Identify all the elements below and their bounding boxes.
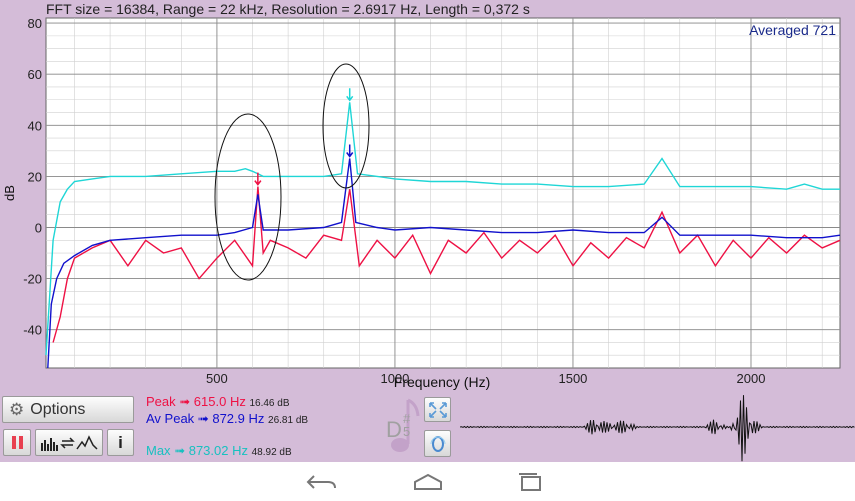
- nav-home-button[interactable]: [408, 468, 448, 496]
- peak-level: 16.46 dB: [249, 398, 290, 409]
- peak-markers: [254, 88, 354, 186]
- avpeak-label: Av Peak: [146, 411, 195, 426]
- music-note-icon: [391, 398, 420, 452]
- nav-back-button[interactable]: [301, 468, 341, 496]
- avpeak-marker: [346, 144, 354, 158]
- max-level: 48.92 dB: [251, 447, 292, 458]
- x-tick-label: 1500: [558, 371, 587, 386]
- x-tick-label: 2000: [737, 371, 766, 386]
- app-window: FFT size = 16384, Range = 22 kHz, Resolu…: [0, 0, 855, 462]
- peak-readout: Peak ➟ 615.0 Hz 16.46 dB: [146, 394, 290, 410]
- home-icon: [414, 473, 442, 490]
- gear-icon: ⚙: [9, 399, 25, 419]
- max-frequency: 873.02 Hz: [188, 443, 248, 458]
- recents-icon: [519, 473, 541, 491]
- y-tick-label: -20: [23, 272, 42, 287]
- fft-info-text: FFT size = 16384, Range = 22 kHz, Resolu…: [46, 1, 530, 17]
- x-tick-label: 500: [206, 371, 228, 386]
- avpeak-frequency: 872.9 Hz: [212, 411, 265, 426]
- series-line-peak: [52, 186, 841, 343]
- info-icon: i: [118, 432, 123, 452]
- spectrum-plot[interactable]: 80 60 40 20 0 -20 -40 500 1000 1500 2000 Averaged…: [0, 0, 855, 462]
- y-tick-label: 40: [28, 118, 42, 133]
- y-tick-label: -40: [23, 323, 42, 338]
- zoom-fit-icon: [428, 401, 447, 418]
- annotation-circles: [214, 63, 370, 281]
- averaged-label: Averaged 721: [749, 22, 836, 38]
- x-axis-label: Frequency (Hz): [394, 374, 490, 390]
- avpeak-readout: Av Peak ➟ 872.9 Hz 26.81 dB: [146, 411, 308, 427]
- y-axis-label: dB: [2, 185, 17, 201]
- series-layer: [45, 102, 841, 369]
- note-accidental: #: [403, 411, 411, 426]
- note-indicator: D # 5: [386, 396, 426, 458]
- nav-recents-button[interactable]: [510, 468, 550, 496]
- zoom-fit-button[interactable]: [424, 397, 451, 422]
- display-mode-button[interactable]: [35, 429, 103, 456]
- x-tick-labels: 500 1000 1500 2000: [206, 371, 765, 386]
- options-button[interactable]: ⚙ Options: [2, 396, 134, 423]
- avpeak-annotation-circle: [322, 63, 370, 189]
- pause-button[interactable]: [3, 429, 31, 456]
- reset-zero-icon: [430, 435, 445, 452]
- peak-frequency: 615.0 Hz: [193, 394, 246, 409]
- max-readout: Max ➟ 873.02 Hz 48.92 dB: [146, 443, 292, 459]
- back-icon: [306, 475, 336, 489]
- peak-annotation-circle: [214, 113, 282, 281]
- system-nav-bar: [0, 462, 855, 501]
- y-tick-label: 80: [28, 16, 42, 31]
- waveform-display: [460, 395, 855, 462]
- series-line-average: [47, 158, 841, 369]
- plot-area[interactable]: [45, 17, 841, 369]
- options-label: Options: [30, 400, 86, 418]
- peak-label: Peak: [146, 394, 176, 409]
- grid-major: [46, 18, 840, 368]
- info-button[interactable]: i: [107, 429, 134, 456]
- arrow-icon: ➟: [179, 394, 191, 409]
- pause-icon: [11, 436, 23, 449]
- y-tick-label: 60: [28, 67, 42, 82]
- max-peak-marker: [346, 88, 354, 102]
- max-label: Max: [146, 443, 171, 458]
- series-line-max: [45, 102, 840, 356]
- peak-marker: [254, 172, 262, 186]
- arrow-icon: ➟: [197, 411, 209, 426]
- arrow-icon: ➟: [174, 443, 186, 458]
- reset-button[interactable]: [424, 430, 451, 457]
- waveform-trace: [460, 395, 855, 462]
- y-tick-label: 0: [35, 220, 42, 235]
- y-tick-label: 20: [28, 169, 42, 184]
- display-mode-icon: [41, 434, 98, 451]
- avpeak-level: 26.81 dB: [268, 415, 309, 426]
- note-octave: 5: [403, 424, 411, 439]
- note-letter: D: [386, 417, 402, 442]
- x-tick-label: 1000: [380, 371, 409, 386]
- y-tick-labels: 80 60 40 20 0 -20 -40: [23, 16, 42, 338]
